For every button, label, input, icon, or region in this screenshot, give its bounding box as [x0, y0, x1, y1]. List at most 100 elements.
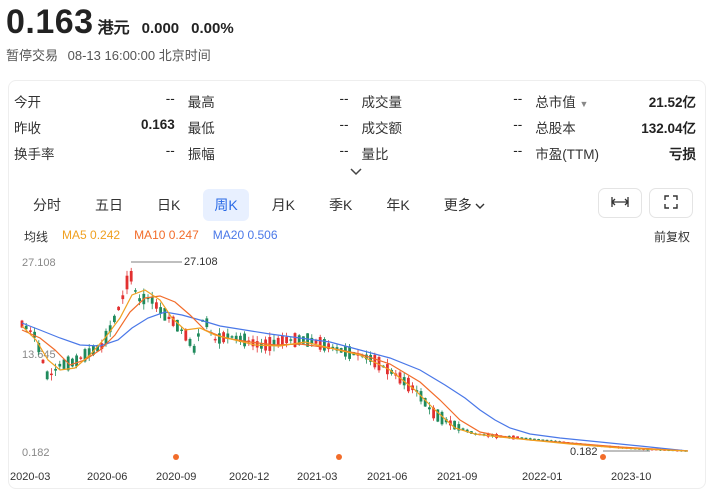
x-axis-label: 2021-06 — [367, 471, 408, 483]
candle — [79, 357, 83, 359]
candle — [528, 438, 532, 440]
candle — [33, 331, 36, 338]
y-axis-top: 27.108 — [22, 257, 56, 269]
stat-value: -- — [513, 91, 523, 106]
candle — [436, 409, 440, 422]
candle — [310, 337, 314, 344]
candle — [461, 428, 465, 430]
candle — [293, 333, 297, 347]
tab-more[interactable]: 更多 — [433, 189, 496, 221]
stats-grid: 今开 -- 最高 -- 成交量 -- 总市值 ▼ 21.52亿 昨收 0.163 最低 --… — [14, 88, 696, 166]
stat-value: -- — [165, 143, 175, 158]
stat-value: 亏损 — [669, 147, 696, 162]
candle — [440, 411, 444, 425]
stat-market-cap[interactable]: 总市值 ▼ 21.52亿 — [535, 91, 696, 111]
tab-year-k[interactable]: 年K — [386, 197, 410, 213]
candle — [41, 359, 45, 364]
legend-ma5: MA5 0.242 — [62, 228, 121, 242]
stat-value: -- — [165, 91, 175, 106]
fit-width-icon — [611, 196, 629, 211]
ma20-line — [21, 311, 689, 452]
stat-amplitude: 振幅 -- — [188, 143, 349, 163]
candle — [121, 295, 125, 300]
candle — [167, 316, 171, 319]
x-axis-label: 2020-09 — [156, 471, 197, 483]
candle — [113, 315, 116, 323]
candle — [192, 345, 196, 353]
candle — [75, 355, 78, 367]
stat-label: 昨收 — [14, 121, 41, 136]
currency: 港元 — [97, 20, 130, 37]
stat-label: 振幅 — [187, 147, 215, 162]
stat-value: -- — [339, 117, 349, 132]
fullscreen-icon — [664, 194, 678, 212]
candle — [54, 368, 57, 371]
candle — [226, 333, 230, 339]
stat-value: -- — [513, 143, 523, 158]
candle — [24, 325, 28, 330]
quote-time: 08-13 16:00:00 北京时间 — [67, 48, 211, 63]
candle — [150, 297, 154, 304]
candle — [432, 407, 435, 419]
stat-total-shares: 总股本 132.04亿 — [535, 117, 696, 137]
candle — [314, 340, 318, 344]
x-axis-label: 2020-03 — [10, 471, 51, 483]
stat-pe-ttm: 市盈(TTM) 亏损 — [535, 143, 696, 163]
candle — [533, 438, 536, 441]
candle — [365, 354, 368, 360]
stats-row: 换手率 -- 振幅 -- 量比 -- 市盈(TTM) 亏损 — [14, 140, 696, 166]
ma5-line — [21, 289, 689, 452]
fullscreen-button[interactable] — [649, 188, 693, 218]
ma10-line — [21, 295, 689, 452]
candle — [37, 343, 41, 353]
candle — [159, 307, 162, 314]
stat-high: 最高 -- — [188, 91, 349, 111]
tab-day-k[interactable]: 日K — [157, 197, 181, 213]
candle — [58, 363, 62, 367]
x-axis-label: 2020-06 — [87, 471, 128, 483]
candle — [134, 290, 137, 292]
candle — [281, 335, 284, 346]
adjust-toggle[interactable]: 前复权 — [653, 230, 690, 244]
stat-label: 总股本 — [535, 121, 576, 136]
legend-ma10: MA10 0.247 — [134, 228, 199, 242]
kline-chart[interactable]: 27.108 0.182 — [0, 250, 707, 470]
candle — [465, 429, 469, 432]
candle — [108, 325, 112, 333]
candle — [125, 275, 129, 290]
status-text: 暂停交易 — [6, 48, 59, 63]
stat-open: 今开 -- — [14, 91, 175, 111]
stats-row: 今开 -- 最高 -- 成交量 -- 总市值 ▼ 21.52亿 — [14, 88, 696, 114]
candle — [453, 420, 456, 430]
candle — [541, 439, 545, 441]
candle — [428, 407, 431, 410]
candle — [537, 439, 540, 441]
max-marker-label: 27.108 — [184, 256, 218, 268]
candle — [306, 333, 309, 347]
dropdown-triangle-icon[interactable]: ▼ — [579, 99, 589, 109]
stat-value: -- — [339, 143, 349, 158]
stat-label: 成交量 — [361, 95, 403, 110]
candle — [197, 333, 200, 337]
candle — [45, 371, 49, 380]
legend-title: 均线 — [24, 230, 49, 244]
candle — [369, 354, 372, 362]
tab-intraday[interactable]: 分时 — [33, 197, 61, 213]
tab-quarter-k[interactable]: 季K — [329, 197, 353, 213]
event-dot — [173, 454, 179, 460]
candle — [289, 339, 293, 341]
expand-stats-chevron-icon[interactable] — [350, 165, 362, 179]
tab-five-day[interactable]: 五日 — [95, 197, 123, 213]
tab-month-k[interactable]: 月K — [271, 197, 296, 213]
fit-width-button[interactable] — [598, 188, 642, 218]
stat-turnover: 成交额 -- — [362, 117, 523, 137]
tab-week-k[interactable]: 周K — [203, 189, 249, 221]
candle — [176, 319, 179, 332]
candle — [297, 335, 301, 345]
candle — [87, 348, 91, 357]
candle — [163, 308, 167, 321]
stat-label: 成交额 — [361, 121, 403, 136]
candle — [180, 329, 183, 331]
stat-label: 总市值 ▼ — [535, 95, 589, 110]
stat-value: -- — [339, 91, 349, 106]
